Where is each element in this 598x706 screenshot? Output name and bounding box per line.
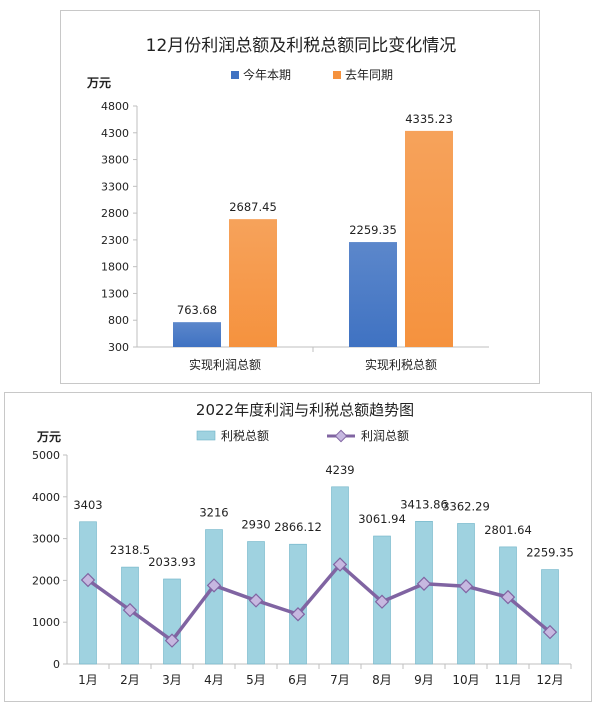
x-category-label: 4月 <box>204 673 224 687</box>
line-point-marker <box>248 593 264 608</box>
y-tick-label: 4000 <box>32 491 60 504</box>
y-tick-label: 4300 <box>101 127 129 140</box>
bar <box>229 219 277 347</box>
x-category-label: 8月 <box>372 673 392 687</box>
line-point-marker <box>80 572 96 588</box>
legend: 今年本期 去年同期 <box>231 67 393 82</box>
combo-chart-trend: 2022年度利润与利税总额趋势图 万元 利税总额 利润总额 0 1000 2000 30… <box>32 401 574 687</box>
bar-data-label: 2318.5 <box>110 543 150 557</box>
legend-label: 去年同期 <box>345 68 393 82</box>
bar <box>541 569 559 665</box>
line-point-marker <box>206 578 222 593</box>
x-category-label: 实现利润总额 <box>189 357 261 372</box>
bar-data-label: 3216 <box>199 506 228 520</box>
line-point-marker <box>500 589 516 605</box>
x-category-label: 3月 <box>162 673 182 687</box>
y-tick-label: 1800 <box>101 261 129 274</box>
legend-swatch <box>231 71 239 79</box>
bar-chart-comparison: 12月份利润总额及利税总额同比变化情况 万元 今年本期 去年同期 300 800 13… <box>86 36 489 372</box>
x-category-label: 7月 <box>330 673 350 687</box>
y-tick-label: 5000 <box>32 449 60 462</box>
bar-data-label: 2033.93 <box>148 555 196 569</box>
chart-panel-annual-trend: 2022年度利润与利税总额趋势图 万元 利税总额 利润总额 0 1000 2000 30… <box>4 392 592 702</box>
bar <box>499 546 517 665</box>
y-tick-label: 3300 <box>101 180 129 193</box>
y-tick-label: 2000 <box>32 574 60 587</box>
y-tick-label: 800 <box>108 314 129 327</box>
bar <box>289 543 307 665</box>
line-point-marker <box>458 579 474 594</box>
legend: 利税总额 利润总额 <box>196 429 409 443</box>
y-tick-label: 3000 <box>32 533 60 546</box>
bar-data-label: 3403 <box>73 498 102 512</box>
bar <box>331 486 349 665</box>
bar-data-label: 2930 <box>241 518 270 532</box>
y-tick-label: 2300 <box>101 234 129 247</box>
legend-label: 利润总额 <box>361 429 409 443</box>
y-axis-unit: 万元 <box>36 430 61 444</box>
x-axis: 实现利润总额 实现利税总额 <box>189 347 437 372</box>
chart-title: 2022年度利润与利税总额趋势图 <box>196 401 414 419</box>
bar-data-label: 2801.64 <box>484 523 532 537</box>
bar-data-label: 2259.35 <box>349 223 397 237</box>
x-category-label: 10月 <box>452 673 479 687</box>
line-point-marker <box>332 557 348 572</box>
bar-data-label: 4239 <box>325 463 354 477</box>
y-tick-label: 1300 <box>101 287 129 300</box>
bar-data-label: 4335.23 <box>405 112 453 126</box>
x-category-label: 实现利税总额 <box>365 357 437 372</box>
line-point-marker <box>542 624 558 640</box>
chart-panel-profit-comparison: 12月份利润总额及利税总额同比变化情况 万元 今年本期 去年同期 300 800 13… <box>60 10 540 384</box>
line-point-marker <box>374 594 390 609</box>
legend-label: 今年本期 <box>243 67 291 82</box>
y-tick-label: 3800 <box>101 154 129 167</box>
bar-data-label: 2687.45 <box>229 200 277 214</box>
bar-data-label: 2259.35 <box>526 546 574 560</box>
y-tick-label: 0 <box>53 658 60 671</box>
y-tick-label: 1000 <box>32 616 60 629</box>
bars: 763.68 2687.45 2259.35 4335.23 <box>173 112 453 347</box>
bar-data-label: 3061.94 <box>358 512 406 526</box>
chart-title: 12月份利润总额及利税总额同比变化情况 <box>146 36 457 56</box>
x-category-label: 12月 <box>536 673 563 687</box>
x-category-label: 6月 <box>288 673 308 687</box>
y-axis: 300 800 1300 1800 2300 2800 3300 3800 4300 4800 <box>101 100 489 354</box>
legend-swatch <box>333 71 341 79</box>
line-path <box>86 562 552 643</box>
y-tick-label: 300 <box>108 341 129 354</box>
line-point-marker <box>290 607 306 622</box>
x-category-label: 2月 <box>120 673 140 687</box>
x-axis: 1月 2月 3月 4月 5月 6月 7月 8月 9月 10月 11月 12月 <box>78 664 572 687</box>
bar-data-label: 3362.29 <box>442 499 490 513</box>
bar-data-label: 763.68 <box>177 303 217 317</box>
x-category-label: 9月 <box>414 673 434 687</box>
x-category-label: 11月 <box>494 673 521 687</box>
bar <box>405 130 453 347</box>
bar-data-label: 2866.12 <box>274 520 322 534</box>
bar <box>205 529 223 665</box>
bar <box>79 521 97 665</box>
line-point-marker <box>164 633 180 648</box>
y-tick-label: 4800 <box>101 100 129 113</box>
bar <box>173 322 221 347</box>
bar <box>163 578 181 665</box>
x-category-label: 1月 <box>78 673 98 687</box>
line-series <box>80 557 558 648</box>
bar-data-label: 3413.86 <box>400 497 448 511</box>
x-category-label: 5月 <box>246 673 266 687</box>
legend-swatch <box>196 430 216 441</box>
legend-marker <box>334 429 348 443</box>
line-point-marker <box>416 576 432 591</box>
y-tick-label: 2800 <box>101 207 129 220</box>
y-axis-unit: 万元 <box>86 76 111 90</box>
bar <box>415 521 433 665</box>
legend-label: 利税总额 <box>221 429 269 443</box>
bar <box>457 523 475 665</box>
line-point-marker <box>122 602 138 618</box>
bar <box>349 242 397 347</box>
